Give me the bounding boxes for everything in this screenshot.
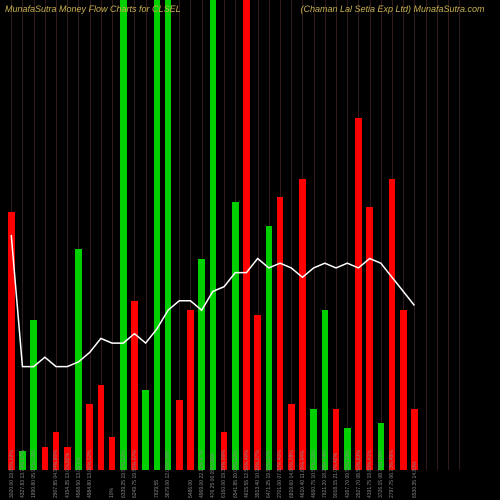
chart-title: MunafaSutra Money Flow Charts for CLSEL … [5, 4, 485, 14]
x-label: 2797.75 06.73%,49% [389, 450, 395, 498]
x-label: 4327.83 13.74%,37% [20, 450, 26, 498]
x-label: 3726.15 08.79%,35% [378, 450, 384, 498]
x-label: 3913.40 10.90%,07% [255, 450, 261, 498]
x-label: 2907.85 04.94%,80% [53, 450, 59, 498]
bar [165, 0, 172, 470]
bar [154, 0, 161, 470]
x-label: 6541.85 20.09%,02% [233, 450, 239, 498]
x-label: 9018.15 21.0%,42% [333, 453, 339, 498]
x-label: 6471.25 19.90%,07% [266, 450, 272, 498]
bar [131, 301, 138, 470]
x-label: 10% [109, 488, 115, 498]
bar [322, 310, 329, 470]
title-left: MunafaSutra Money Flow Charts for CLSEL [5, 4, 180, 14]
bar [355, 118, 362, 471]
x-label: 4660.75 10.57%,32% [311, 450, 317, 498]
bar [243, 0, 250, 470]
x-label: 4267.70 09.53%,29% [345, 450, 351, 498]
bar [277, 197, 284, 470]
bar [187, 310, 194, 470]
bar [75, 249, 82, 470]
x-label: 3679.00 12.02%,08% [165, 450, 171, 498]
bar [198, 259, 205, 471]
bar [120, 0, 127, 470]
x-label: 4610.40 11.65%,04% [300, 451, 306, 498]
x-label: 4984.80 13.06%,02% [87, 450, 93, 498]
bar [30, 320, 37, 470]
bar [176, 400, 183, 471]
x-label: 2701.00 07.82%,40% [277, 450, 283, 498]
x-label: 3020.00 19.89%,02% [9, 450, 15, 498]
x-label: 476.25 00.09%,00% [210, 453, 216, 498]
x-label: 6249.75 19.55%,07% [132, 450, 138, 498]
plot-area [0, 0, 500, 470]
x-label: 7629,55 [154, 480, 160, 498]
bar [210, 0, 217, 470]
bar [98, 385, 105, 470]
bar [266, 226, 273, 470]
x-axis-labels: 3020.00 19.89%,02%4327.83 13.74%,37%1890… [0, 470, 500, 500]
x-label: 7621.20 18.25%,74% [322, 450, 328, 498]
x-label: 2927.70 08.50%,83% [356, 450, 362, 498]
bar [232, 202, 239, 470]
x-label: 6339.25 19.57%,02% [121, 450, 127, 498]
x-label: 4191.75 19.89%,41% [367, 450, 373, 498]
x-label: 4969.00 22.12%,47% [199, 450, 205, 498]
x-label: 4154.35 13.0%,82% [65, 453, 71, 498]
x-label: 6530.35 14.83% [412, 462, 418, 498]
bar [400, 310, 407, 470]
x-label: 5486.00 [188, 480, 194, 498]
bar [42, 447, 49, 471]
x-label: 6160.00 19.39%,00% [221, 450, 227, 498]
bar [8, 212, 15, 471]
bar [109, 437, 116, 470]
x-label: 1890.80 05.97%,72% [31, 450, 37, 498]
money-flow-chart: MunafaSutra Money Flow Charts for CLSEL … [0, 0, 500, 500]
x-label: 6819.60 14.80%,09% [289, 450, 295, 498]
bar [299, 179, 306, 470]
x-label: 4568.50 13.09.7% [76, 457, 82, 498]
bars [0, 0, 500, 470]
bar [254, 315, 261, 470]
bar [142, 390, 149, 470]
x-label: 4615.55 12.56%,40% [244, 450, 250, 498]
bar [389, 179, 396, 470]
title-right: (Chaman Lal Setia Exp Ltd) MunafaSutra.c… [300, 4, 484, 14]
bar [366, 207, 373, 470]
